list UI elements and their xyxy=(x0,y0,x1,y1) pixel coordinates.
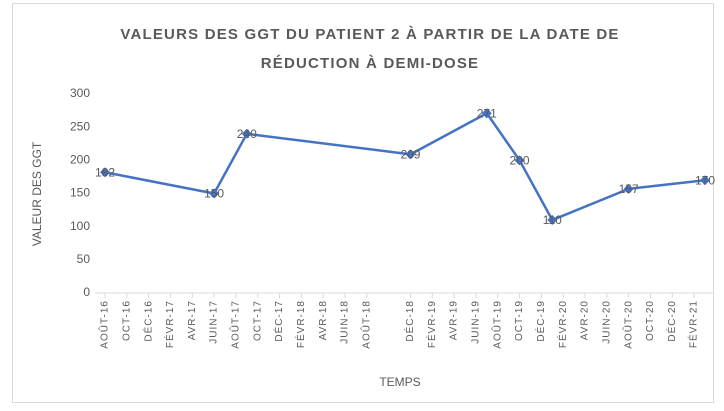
x-tick-label: AVR-17 xyxy=(187,300,198,340)
y-tick-label: 100 xyxy=(70,219,90,233)
x-tick-label: JUIN-20 xyxy=(601,300,612,344)
x-tick-label: OCT-17 xyxy=(252,300,263,341)
x-tick-label: AOÛT-19 xyxy=(490,300,503,349)
x-tick-label: DÉC-18 xyxy=(403,300,416,342)
data-label: 150 xyxy=(204,187,224,201)
x-tick-label: JUIN-18 xyxy=(340,300,351,344)
y-tick-label: 150 xyxy=(70,186,90,200)
data-label: 182 xyxy=(95,165,115,179)
y-axis-title: VALEUR DES GGT xyxy=(30,141,44,246)
x-tick-label: FÉVR-17 xyxy=(163,300,176,348)
data-label: 157 xyxy=(619,182,639,196)
data-line xyxy=(104,111,706,222)
x-tick-label: OCT-16 xyxy=(121,300,132,341)
x-tick-label: FÉVR-18 xyxy=(294,300,307,348)
y-tick-label: 250 xyxy=(70,119,90,133)
x-axis-title: TEMPS xyxy=(379,375,420,389)
y-tick-label: 0 xyxy=(83,285,90,299)
data-label: 271 xyxy=(477,106,497,120)
data-point xyxy=(241,128,252,139)
data-point xyxy=(209,188,220,199)
x-tick-label: AVR-18 xyxy=(318,300,329,340)
x-tick-label: DÉC-20 xyxy=(665,300,678,342)
data-point xyxy=(100,167,110,178)
x-tick-label: DÉC-17 xyxy=(272,300,285,342)
data-label: 110 xyxy=(543,213,562,227)
y-tick-label: 300 xyxy=(70,86,90,100)
data-label: 200 xyxy=(510,154,530,168)
chart-title: VALEURS DES GGT DU PATIENT 2 À PARTIR DE… xyxy=(120,26,620,72)
data-point xyxy=(547,215,558,226)
x-tick-label: AVR-20 xyxy=(580,300,591,340)
chart-frame xyxy=(12,3,714,403)
x-tick-label: FÉVR-21 xyxy=(687,300,700,348)
x-tick-label: AVR-19 xyxy=(449,300,460,340)
x-tick-label: DÉC-19 xyxy=(534,300,547,342)
x-tick-label: OCT-20 xyxy=(645,300,656,341)
x-tick-label: AOÛT-20 xyxy=(621,300,634,349)
y-tick-label: 50 xyxy=(77,252,91,266)
x-tick-label: AOÛT-16 xyxy=(98,300,111,349)
data-label: 240 xyxy=(237,127,257,141)
data-label: 209 xyxy=(400,148,420,162)
x-tick-label: JUIN-17 xyxy=(209,300,220,344)
x-tick-label: FÉVR-19 xyxy=(425,300,438,348)
data-point xyxy=(514,155,525,166)
data-point xyxy=(481,108,492,119)
y-tick-label: 200 xyxy=(70,153,90,167)
x-tick-label: JUIN-19 xyxy=(471,300,482,344)
x-tick-label: AOÛT-17 xyxy=(229,300,242,349)
data-point xyxy=(700,175,710,186)
x-tick-label: FÉVR-20 xyxy=(556,300,569,348)
data-label: 170 xyxy=(695,173,715,187)
x-tick-label: OCT-19 xyxy=(514,300,525,341)
x-tick-label: AOÛT-18 xyxy=(359,300,372,349)
x-tick-label: DÉC-16 xyxy=(141,300,154,342)
data-point xyxy=(623,183,634,194)
data-point xyxy=(405,149,416,160)
